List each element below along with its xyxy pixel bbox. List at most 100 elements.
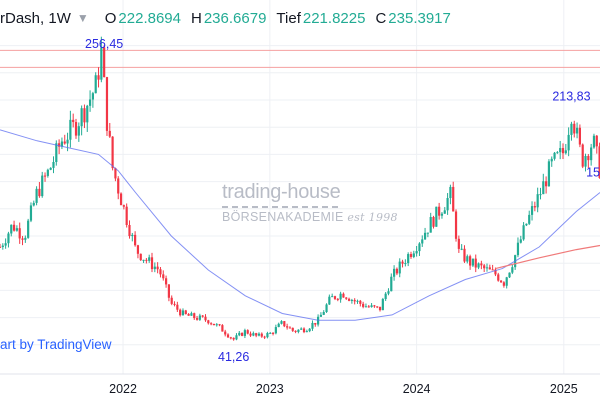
open-key: O (104, 9, 117, 27)
candle-body (550, 158, 553, 162)
candle-body (528, 214, 531, 224)
candle-body (477, 263, 480, 268)
candle-body (370, 305, 373, 308)
candle-body (271, 332, 275, 334)
candle-body (474, 258, 477, 268)
candle-body (139, 253, 142, 261)
candle-body (494, 269, 497, 275)
candle-body (229, 337, 232, 339)
candle-body (559, 148, 562, 153)
candle-body (128, 225, 131, 237)
candle-body (243, 330, 247, 336)
candle-body (201, 315, 204, 317)
candle-body (190, 313, 193, 316)
candle-body (184, 310, 187, 314)
candle-body (502, 282, 505, 286)
candle-body (328, 296, 331, 305)
candle-body (7, 233, 10, 244)
price-annotation-label: 15 (586, 165, 600, 179)
candle-body (55, 143, 58, 162)
candle-body (18, 228, 21, 239)
candle-body (193, 313, 196, 319)
candle-body (449, 186, 452, 199)
candle-body (63, 141, 66, 144)
candle-body (277, 323, 280, 328)
candle-body (32, 202, 35, 206)
candle-body (575, 127, 579, 134)
candle-body (522, 225, 525, 240)
candle-body (581, 144, 584, 167)
candle-body (345, 297, 348, 299)
candle-body (97, 75, 100, 80)
close-key: C (375, 9, 387, 27)
candle-body (15, 228, 18, 231)
candle-body (240, 332, 244, 336)
tradingview-attribution[interactable]: art by TradingView (0, 337, 112, 352)
candle-body (170, 297, 173, 304)
candle-body (46, 169, 49, 176)
candle-body (587, 155, 590, 161)
candle-body (311, 322, 314, 329)
candle-body (342, 293, 345, 298)
candle-body (435, 206, 438, 227)
candle-body (74, 122, 78, 136)
candle-body (485, 267, 489, 269)
moving-average-50-line (0, 129, 600, 321)
candle-body (136, 245, 140, 254)
candle-body (58, 143, 61, 147)
low-value: 221.8225 (302, 9, 366, 27)
candle-body (218, 324, 221, 326)
candle-body (103, 47, 106, 78)
candle-body (308, 328, 311, 332)
candle-body (440, 213, 444, 216)
price-annotations: 256,45 41,26 213,83 15 (85, 37, 600, 364)
candle-body (367, 306, 370, 308)
candle-body (390, 276, 393, 292)
candle-body (347, 298, 351, 301)
candle-body (294, 330, 297, 332)
candle-body (421, 239, 424, 244)
symbol-label[interactable]: rDash, 1W (0, 9, 71, 27)
candle-body (226, 334, 230, 338)
candle-body (570, 123, 573, 135)
candle-body (426, 232, 429, 234)
candle-body (21, 238, 24, 240)
candle-body (452, 186, 455, 212)
candle-body (269, 332, 272, 334)
candle-body (578, 127, 581, 145)
chevron-down-icon[interactable]: ▼ (76, 11, 89, 25)
candle-body (598, 146, 600, 178)
candle-body (204, 316, 207, 321)
candle-body (463, 248, 466, 262)
candle-body (108, 130, 111, 137)
candle-body (156, 266, 159, 270)
time-axis-tick-label: 2024 (403, 382, 431, 396)
candle-body (179, 309, 182, 316)
candle-body (297, 329, 300, 332)
candle-body (232, 337, 235, 340)
candle-body (117, 178, 120, 194)
candle-body (446, 198, 449, 211)
time-axis: 2022 2023 2024 2025 (109, 382, 578, 396)
candle-body (263, 336, 266, 338)
candle-body (100, 47, 103, 80)
candle-body (52, 161, 55, 168)
candle-body (29, 205, 33, 221)
time-axis-tick-label: 2025 (550, 382, 578, 396)
candle-body (302, 328, 306, 333)
candle-body (350, 299, 353, 301)
candle-body (381, 299, 384, 311)
candle-body (573, 123, 576, 134)
candle-body (525, 223, 528, 226)
candles (0, 36, 600, 341)
candle-body (432, 217, 435, 227)
candle-body (12, 224, 16, 231)
candle-body (314, 322, 317, 325)
candle-body (469, 256, 472, 266)
candle-body (288, 327, 292, 329)
candle-body (252, 333, 255, 336)
candle-body (480, 263, 483, 266)
candle-body (595, 135, 598, 147)
